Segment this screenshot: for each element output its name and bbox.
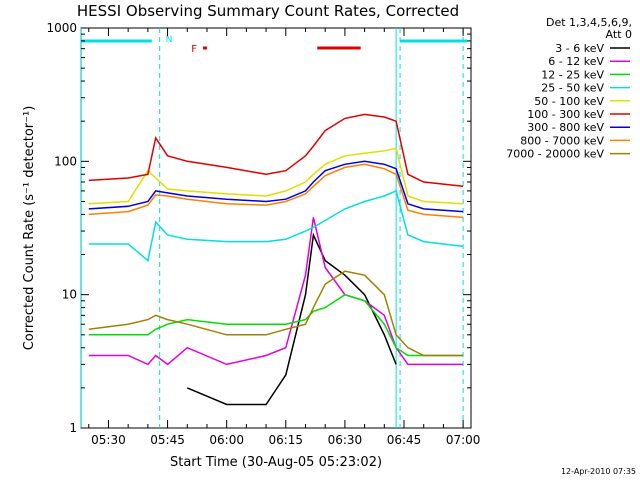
y-tick-label: 100 <box>54 154 77 168</box>
legend-entry-label: 50 - 100 keV <box>534 95 604 108</box>
series-line-3 <box>88 189 464 262</box>
footer-timestamp: 12-Apr-2010 07:35 <box>561 467 636 476</box>
legend-entry-label: 800 - 7000 keV <box>520 134 604 147</box>
legend-entry-label: 7000 - 20000 keV <box>506 148 604 161</box>
x-tick-label: 06:45 <box>387 433 422 447</box>
y-tick-label: 1000 <box>46 21 77 35</box>
legend-entry-label: 12 - 25 keV <box>541 68 604 81</box>
x-tick-label: 07:00 <box>446 433 481 447</box>
x-tick-label: 06:00 <box>209 433 244 447</box>
series-line-2 <box>88 293 464 357</box>
x-tick-label: 05:30 <box>91 433 126 447</box>
legend-header-line-2: Att 0 <box>606 28 632 41</box>
x-tick-label: 06:30 <box>328 433 363 447</box>
series-line-7 <box>88 163 464 219</box>
series-line-6 <box>88 160 464 213</box>
flag-layer: NF <box>80 28 468 428</box>
series-layer <box>88 113 464 406</box>
x-tick-label: 05:45 <box>150 433 185 447</box>
series-line-8 <box>88 270 464 357</box>
series-line-5 <box>88 113 464 188</box>
chart-title: HESSI Observing Summary Count Rates, Cor… <box>77 2 459 20</box>
legend-entry-label: 300 - 800 keV <box>527 121 604 134</box>
series-line-0 <box>187 232 397 406</box>
legend-entry-label: 3 - 6 keV <box>555 42 604 55</box>
x-tick-label: 06:15 <box>268 433 303 447</box>
legend-entry-label: 25 - 50 keV <box>541 82 604 95</box>
x-axis-label: Start Time (30-Aug-05 05:23:02) <box>170 455 382 470</box>
y-tick-label: 10 <box>62 288 77 302</box>
y-tick-label: 1 <box>69 421 77 435</box>
y-axis-label: Corrected Count Rate (s⁻¹ detector⁻¹) <box>22 106 37 351</box>
legend-entry-label: 100 - 300 keV <box>527 108 604 121</box>
series-line-4 <box>88 147 464 205</box>
axis-layer: 05:30 05:45 06:00 06:15 06:30 06:45 07:00 1 10 10… <box>46 21 480 447</box>
legend-entry-label: 6 - 12 keV <box>548 55 604 68</box>
night-flag-label: N <box>166 35 173 45</box>
series-line-1 <box>88 217 464 366</box>
legend-header-line-1: Det 1,3,4,5,6,9, <box>546 16 632 29</box>
flare-flag-label: F <box>191 44 197 55</box>
plot-frame <box>80 27 472 429</box>
